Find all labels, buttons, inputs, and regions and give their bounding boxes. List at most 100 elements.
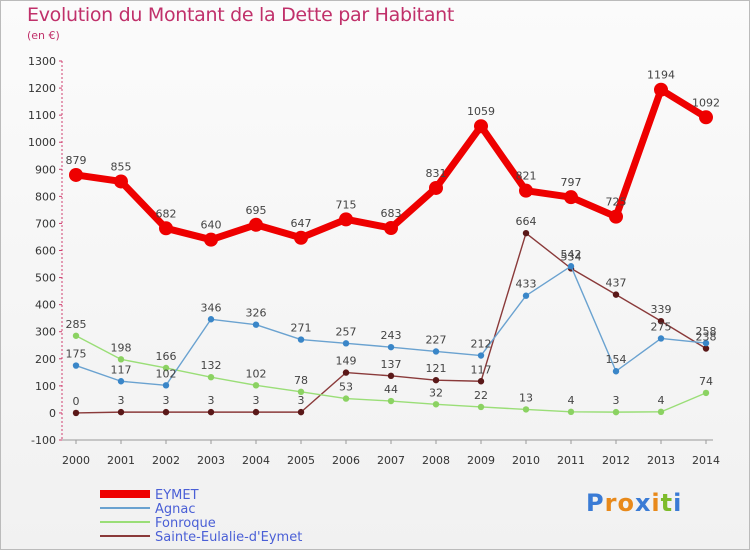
data-label-fonroque: 78 (294, 374, 308, 387)
data-label-agnac: 154 (606, 353, 627, 366)
legend-label-sainte-eulalie-d-eymet: Sainte-Eulalie-d'Eymet (155, 530, 302, 545)
data-point-agnac (522, 292, 530, 299)
data-label-agnac: 542 (561, 248, 582, 261)
data-point-sainte-eulalie-d-eymet (387, 372, 395, 380)
data-label-fonroque: 44 (384, 383, 398, 396)
x-tick-label: 2003 (197, 454, 225, 467)
x-tick-label: 2009 (467, 454, 495, 467)
data-label-eymet: 1194 (647, 69, 675, 82)
data-point-agnac (567, 263, 575, 270)
data-point-eymet (429, 180, 443, 195)
data-label-agnac: 433 (516, 278, 537, 291)
data-point-eymet (339, 212, 353, 227)
data-label-agnac: 117 (111, 363, 132, 376)
data-label-eymet: 647 (291, 217, 312, 230)
data-label-sainte-eulalie-d-eymet: 664 (516, 215, 537, 228)
data-point-agnac (207, 316, 215, 323)
data-label-eymet: 1059 (467, 105, 495, 118)
logo-letter: i (673, 489, 683, 517)
data-point-eymet (159, 221, 173, 236)
data-label-fonroque: 132 (201, 359, 222, 372)
data-point-agnac (342, 340, 350, 347)
data-point-agnac (297, 336, 305, 343)
axes: -100 0 100 200 300 400 500 600 700 800 900 1000 1100… (28, 55, 720, 467)
legend-label-eymet: EYMET (155, 488, 199, 503)
data-label-fonroque: 4 (658, 394, 665, 407)
data-point-fonroque (522, 406, 530, 413)
data-point-eymet (114, 174, 128, 189)
logo-letter: t (660, 489, 674, 517)
chart-title: Evolution du Montant de la Dette par Hab… (27, 4, 455, 26)
data-point-fonroque (252, 382, 260, 389)
data-label-fonroque: 198 (111, 341, 132, 354)
data-label-sainte-eulalie-d-eymet: 339 (651, 303, 672, 316)
y-tick-label: 1100 (28, 109, 56, 122)
data-label-sainte-eulalie-d-eymet: 238 (696, 330, 717, 343)
x-tick-label: 2000 (62, 454, 90, 467)
data-label-sainte-eulalie-d-eymet: 3 (298, 394, 305, 407)
data-point-sainte-eulalie-d-eymet (207, 408, 215, 416)
data-point-eymet (654, 82, 668, 97)
logo-letter: x (634, 489, 652, 517)
data-label-agnac: 271 (291, 322, 312, 335)
data-label-sainte-eulalie-d-eymet: 3 (163, 394, 170, 407)
data-point-agnac (432, 348, 440, 355)
data-point-eymet (294, 230, 308, 245)
data-point-sainte-eulalie-d-eymet (657, 317, 665, 325)
data-label-eymet: 821 (516, 170, 537, 183)
data-point-fonroque (432, 401, 440, 408)
y-tick-label: 300 (35, 326, 56, 339)
data-label-sainte-eulalie-d-eymet: 0 (73, 395, 80, 408)
y-tick-label: 900 (35, 163, 56, 176)
x-tick-label: 2005 (287, 454, 315, 467)
y-tick-label: 400 (35, 299, 56, 312)
data-label-sainte-eulalie-d-eymet: 121 (426, 362, 447, 375)
data-point-sainte-eulalie-d-eymet (477, 378, 485, 385)
x-tick-label: 2014 (692, 454, 720, 467)
data-label-eymet: 695 (246, 204, 267, 217)
data-label-eymet: 725 (606, 196, 627, 209)
data-label-fonroque: 102 (246, 367, 267, 380)
data-label-agnac: 258 (696, 325, 717, 338)
data-point-eymet (699, 110, 713, 125)
data-point-fonroque (207, 373, 215, 381)
chart-unit: (en €) (27, 29, 60, 42)
data-point-eymet (69, 167, 83, 182)
data-point-agnac (117, 378, 125, 385)
y-tick-label: 1200 (28, 82, 56, 95)
data-point-sainte-eulalie-d-eymet (297, 408, 305, 416)
data-label-fonroque: 166 (156, 350, 177, 363)
x-tick-label: 2008 (422, 454, 450, 467)
y-tick-label: 100 (35, 380, 56, 393)
data-point-sainte-eulalie-d-eymet (612, 291, 620, 298)
y-tick-label: 0 (49, 407, 56, 420)
data-point-sainte-eulalie-d-eymet (162, 408, 170, 416)
data-point-fonroque (567, 408, 575, 416)
y-tick-label: 1300 (28, 55, 56, 68)
logo-letter: P (586, 489, 605, 517)
data-label-fonroque: 13 (519, 391, 533, 404)
legend-label-fonroque: Fonroque (155, 516, 216, 531)
data-label-eymet: 1092 (692, 96, 720, 109)
series-lines (69, 82, 713, 417)
data-label-eymet: 715 (336, 198, 357, 211)
x-tick-label: 2011 (557, 454, 585, 467)
data-point-sainte-eulalie-d-eymet (702, 345, 710, 352)
data-label-fonroque: 3 (613, 394, 620, 407)
data-label-agnac: 175 (66, 348, 87, 361)
y-tick-label: 600 (35, 245, 56, 258)
y-tick-label: 500 (35, 272, 56, 285)
legend-label-agnac: Agnac (155, 502, 196, 517)
data-point-eymet (519, 183, 533, 198)
data-point-agnac (252, 321, 260, 328)
data-label-fonroque: 74 (699, 375, 713, 388)
data-point-eymet (249, 217, 263, 232)
data-point-sainte-eulalie-d-eymet (342, 369, 350, 376)
x-tick-label: 2001 (107, 454, 135, 467)
data-point-fonroque (72, 332, 80, 339)
data-point-fonroque (162, 364, 170, 372)
data-point-eymet (474, 119, 488, 134)
data-label-eymet: 831 (426, 167, 447, 180)
